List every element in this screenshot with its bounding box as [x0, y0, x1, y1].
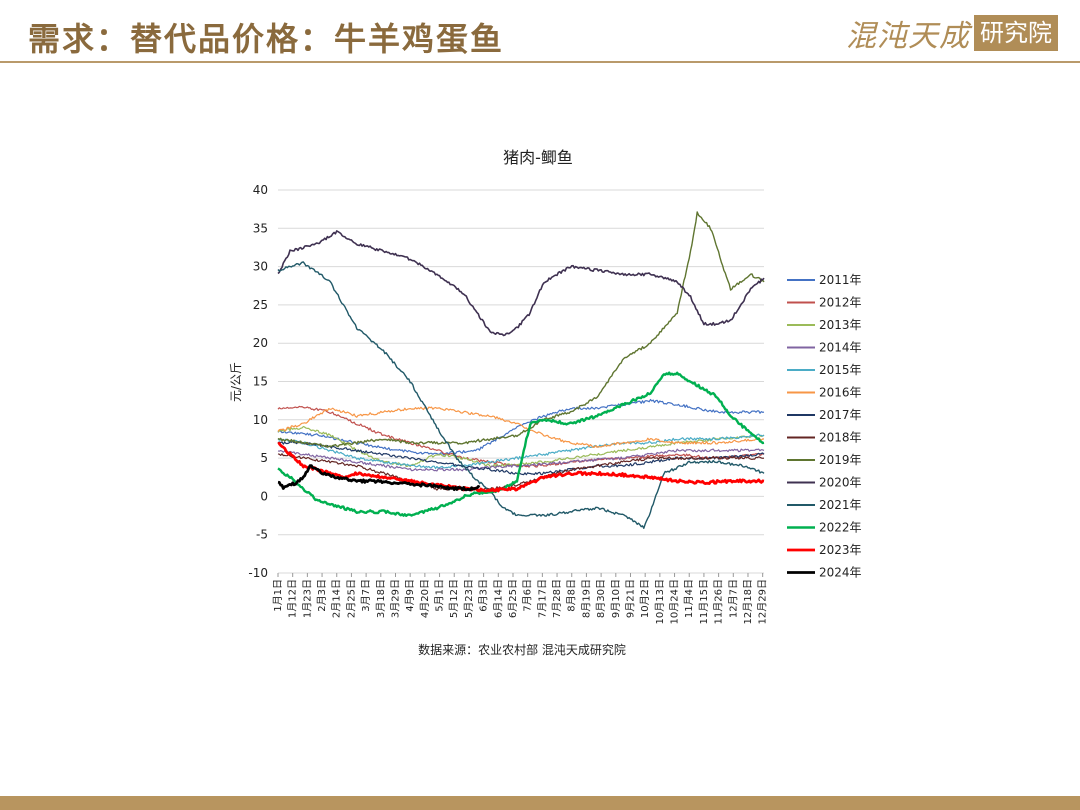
legend-label: 2018年	[819, 431, 862, 445]
legend-label: 2015年	[819, 363, 862, 377]
legend-label: 2020年	[819, 476, 862, 490]
legend-label: 2016年	[819, 386, 862, 400]
y-tick-label: 0	[260, 489, 268, 503]
x-tick-label: 6月3日	[478, 579, 490, 612]
series-line-2019年	[277, 211, 765, 448]
legend-label: 2011年	[819, 273, 862, 287]
x-axis: 1月1日 1月12日 1月23日 2月3日 2月14日 2月25日 3月7日 3月18日 3月2…	[272, 573, 769, 624]
y-tick-label: 15	[253, 375, 268, 389]
y-tick-label: 25	[253, 298, 268, 312]
x-tick-label: 8月19日	[580, 579, 592, 618]
x-tick-label: 4月9日	[404, 579, 416, 612]
x-tick-label: 1月23日	[301, 579, 313, 618]
header-divider	[0, 61, 1080, 63]
y-tick-label: 35	[253, 221, 268, 235]
legend-label: 2012年	[819, 296, 862, 310]
x-tick-label: 1月1日	[272, 579, 284, 612]
slide-title: 需求：替代品价格：牛羊鸡蛋鱼	[28, 20, 505, 58]
footer-bar	[0, 796, 1080, 810]
series-line-2016年	[277, 406, 765, 448]
x-tick-label: 6月14日	[492, 579, 504, 618]
x-tick-label: 9月21日	[624, 579, 636, 618]
x-tick-label: 11月4日	[683, 579, 695, 618]
legend-label: 2024年	[819, 566, 862, 580]
x-tick-label: 12月7日	[727, 579, 739, 618]
legend-label: 2017年	[819, 408, 862, 422]
x-tick-label: 7月28日	[551, 579, 563, 618]
x-tick-label: 12月18日	[742, 579, 754, 624]
y-tick-label: 5	[260, 451, 268, 465]
x-tick-label: 7月6日	[522, 579, 534, 612]
logo-text: 混沌天成	[846, 19, 970, 54]
y-tick-label: 20	[253, 336, 268, 350]
legend-label: 2019年	[819, 453, 862, 467]
series-line-2022年	[277, 371, 765, 517]
x-tick-label: 3月7日	[360, 579, 372, 612]
chart-title: 猪肉-鲫鱼	[503, 148, 573, 167]
legend-label: 2023年	[819, 543, 862, 557]
legend-label: 2022年	[819, 521, 862, 535]
x-tick-label: 9月10日	[610, 579, 622, 618]
x-tick-label: 5月1日	[434, 579, 446, 612]
legend-label: 2014年	[819, 341, 862, 355]
x-tick-label: 5月23日	[463, 579, 475, 618]
x-tick-label: 10月24日	[669, 579, 681, 624]
x-tick-label: 8月30日	[595, 579, 607, 618]
x-tick-label: 1月12日	[287, 579, 299, 618]
chart-grid	[278, 189, 764, 574]
y-tick-label: -5	[256, 528, 268, 542]
x-tick-label: 3月18日	[375, 579, 387, 618]
series-line-2021年	[277, 261, 765, 529]
x-tick-label: 11月26日	[713, 579, 725, 624]
x-tick-label: 8月8日	[566, 579, 578, 612]
y-tick-label: 30	[253, 260, 268, 274]
logo-box: 研究院	[974, 15, 1058, 51]
x-tick-label: 4月20日	[419, 579, 431, 618]
x-tick-label: 10月13日	[654, 579, 666, 624]
source-note: 数据来源：农业农村部 混沌天成研究院	[418, 642, 626, 657]
x-tick-label: 5月12日	[448, 579, 460, 618]
series-line-2024年	[277, 464, 481, 492]
y-axis-label: 元/公斤	[229, 362, 243, 402]
x-tick-label: 11月15日	[698, 579, 710, 624]
x-tick-label: 12月29日	[757, 579, 769, 624]
chart-series	[277, 211, 765, 529]
series-line-2023年	[277, 441, 765, 493]
y-tick-label: 40	[253, 183, 268, 197]
brand-logo: 混沌天成 研究院	[846, 14, 1058, 54]
x-tick-label: 6月25日	[507, 579, 519, 618]
y-axis: -10 -5 0 5 10 15 20 25 30 35 40	[248, 183, 268, 580]
series-line-2020年	[277, 230, 765, 337]
x-tick-label: 3月29日	[389, 579, 401, 618]
y-tick-label: 10	[253, 413, 268, 427]
x-tick-label: 2月3日	[316, 579, 328, 612]
x-tick-label: 7月17日	[536, 579, 548, 618]
chart-legend: 2011年 2012年 2013年 2014年 2015年 2016年 2017年 2018年…	[787, 273, 862, 580]
x-tick-label: 10月2日	[639, 579, 651, 618]
legend-label: 2013年	[819, 318, 862, 332]
x-tick-label: 2月14日	[331, 579, 343, 618]
series-line-2018年	[277, 453, 765, 491]
x-tick-label: 2月25日	[345, 579, 357, 618]
y-tick-label: -10	[248, 566, 268, 580]
legend-label: 2021年	[819, 498, 862, 512]
